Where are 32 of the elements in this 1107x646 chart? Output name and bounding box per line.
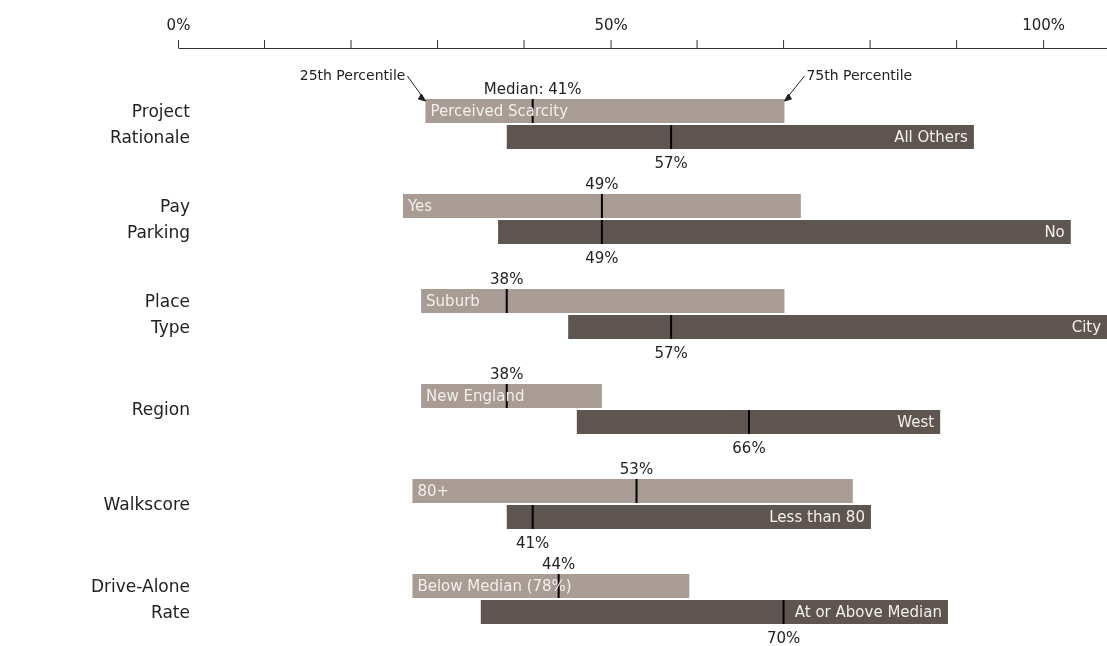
annotation: 57% <box>654 154 688 172</box>
x-tick-label: 50% <box>594 16 628 34</box>
annotation: 38% <box>490 365 524 383</box>
y-tick-label: Pay Parking <box>126 196 190 242</box>
annotation: Suburb <box>426 292 480 310</box>
x-tick-label: 100% <box>1022 16 1066 34</box>
annotation: 70% <box>766 629 801 646</box>
annotation: 49% <box>585 249 619 267</box>
annotation: At or Above Median <box>794 603 942 621</box>
annotation: No <box>1044 223 1065 241</box>
annotation: 53% <box>619 460 654 478</box>
y-tick-label: Region <box>131 399 190 419</box>
annotation: Less than 80 <box>769 508 865 526</box>
annotation: Yes <box>406 197 433 215</box>
annotation: West <box>897 413 935 431</box>
y-tick-label: Drive-Alone Rate <box>90 576 190 622</box>
y-tick-label: Project Rationale <box>109 101 191 147</box>
x-tick-label: 0% <box>166 16 191 34</box>
annotation: 66% <box>732 439 766 457</box>
annotation: City <box>1071 318 1102 336</box>
annotation: 41% <box>516 534 550 552</box>
annotation: 25th Percentile <box>299 67 406 83</box>
annotation: Median: 41% <box>483 80 582 98</box>
y-tick-label: Walkscore <box>103 494 190 514</box>
annotation: 49% <box>585 175 619 193</box>
annotation: 38% <box>490 270 524 288</box>
y-tick-label: Place Type <box>144 291 190 337</box>
annotation: 57% <box>654 344 688 362</box>
annotation: 75th Percentile <box>806 67 913 83</box>
annotation: 80+ <box>417 482 450 500</box>
annotation: 44% <box>541 555 576 573</box>
annotation: All Others <box>894 128 969 146</box>
